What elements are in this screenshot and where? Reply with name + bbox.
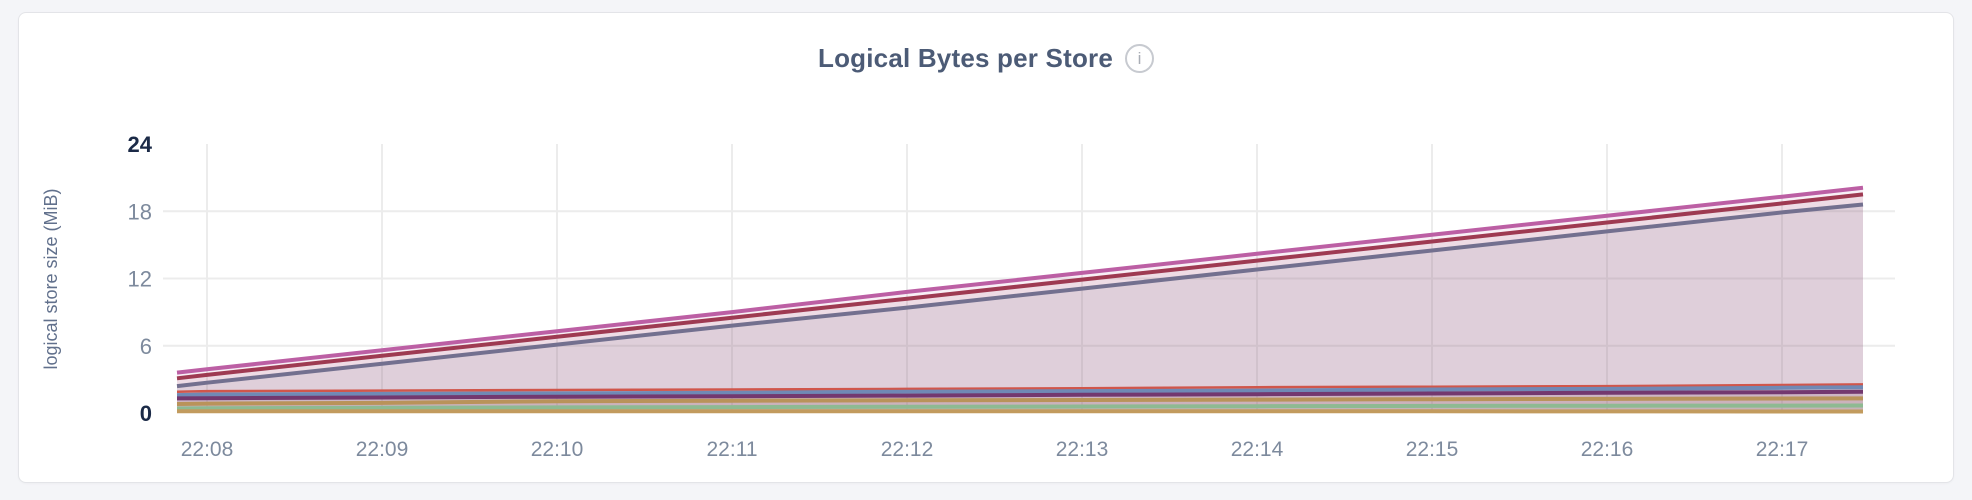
series-7-line (176, 396, 1864, 406)
y-tick-12: 12 (128, 267, 152, 292)
chart-header: Logical Bytes per Store i (19, 43, 1953, 74)
series-1-line (176, 185, 1864, 375)
info-icon-glyph: i (1137, 49, 1142, 68)
series-1-area (177, 187, 1863, 413)
series-2-line (176, 192, 1864, 381)
chart-title: Logical Bytes per Store (817, 43, 1114, 73)
y-tick-18: 18 (128, 199, 152, 224)
y-tick-24: 24 (128, 132, 153, 157)
y-tick-0: 0 (140, 401, 152, 426)
x-tick-22:17: 22:17 (1756, 438, 1809, 461)
series-8-line (176, 403, 1864, 411)
x-tick-22:16: 22:16 (1581, 438, 1634, 461)
y-tick-6: 6 (140, 334, 152, 359)
series-3-area (177, 204, 1863, 413)
x-tick-22:13: 22:13 (1056, 438, 1109, 461)
x-tick-22:09: 22:09 (356, 438, 409, 461)
series-4-line (176, 383, 1864, 393)
x-tick-22:08: 22:08 (181, 438, 234, 461)
y-axis-title: logical store size (MiB) (41, 188, 61, 369)
x-tick-22:14: 22:14 (1231, 438, 1284, 461)
x-tick-22:10: 22:10 (531, 438, 584, 461)
x-tick-22:15: 22:15 (1406, 438, 1459, 461)
x-tick-22:11: 22:11 (707, 438, 758, 461)
series-5-line (176, 385, 1864, 398)
info-icon[interactable]: i (1125, 44, 1155, 73)
x-tick-22:12: 22:12 (881, 438, 934, 461)
series-6-line (176, 389, 1864, 401)
series-3-line (176, 202, 1864, 389)
